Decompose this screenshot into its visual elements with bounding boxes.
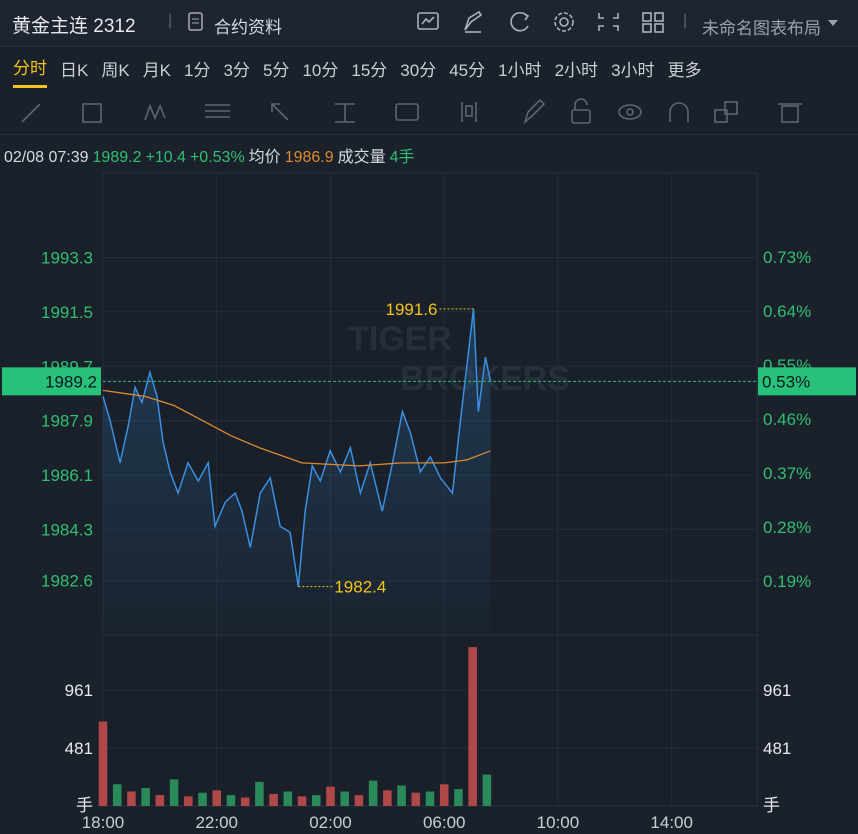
annotation-label: 1982.4 (334, 578, 386, 597)
volume-bar (354, 795, 364, 806)
volume-bar (283, 791, 293, 806)
volume-bar (439, 784, 449, 806)
volume-tick-label: 961 (763, 681, 791, 700)
tab[interactable]: 1分 (184, 60, 211, 80)
series-line (102, 308, 492, 587)
header: 黄金主连 2312 | 合约资料 | 未命名图表布局 (0, 0, 858, 47)
y-tick-label: 1982.6 (41, 572, 93, 591)
volume-bar (226, 795, 236, 806)
tab[interactable]: 3分 (223, 60, 250, 80)
last-pct-box (758, 367, 856, 396)
y-tick-label: 1987.9 (41, 412, 93, 431)
volume: 4手 (389, 149, 415, 166)
tab[interactable]: 3小时 (611, 60, 655, 80)
tab[interactable]: 1小时 (498, 60, 542, 80)
volume-bar (169, 779, 179, 806)
volume-bar (184, 796, 193, 806)
volume-bar (127, 791, 136, 806)
header-icons (417, 10, 664, 33)
datetime: 02/08 07:39 (4, 149, 89, 166)
volume-bar (155, 795, 165, 806)
last-price-label: 1989.2 (45, 372, 97, 391)
x-tick-label: 14:00 (650, 813, 693, 832)
x-tick-label: 06:00 (423, 813, 466, 832)
tab[interactable]: 2小时 (554, 60, 599, 80)
avg: 1986.9 (284, 149, 334, 166)
volume-bar (212, 790, 222, 806)
tab[interactable]: 月K (142, 60, 172, 80)
x-tick-label: 18:00 (82, 813, 125, 832)
price: 1989.2 (92, 149, 142, 166)
change-pct: +0.53% (189, 149, 245, 166)
change: +10.4 (145, 149, 186, 166)
x-tick-label: 10:00 (537, 813, 580, 832)
tab[interactable]: 15分 (351, 60, 388, 80)
volume-bar (297, 796, 307, 806)
y2-tick-label: 0.46% (763, 410, 811, 429)
volume-bar (269, 793, 278, 806)
tab[interactable]: 30分 (400, 60, 437, 80)
doc-icon (188, 12, 203, 31)
avg-label: 均价 (248, 149, 281, 166)
info-row: 02/08 07:39 1989.2 +10.4 +0.53% 均价 1986.9 成交量 4… (4, 143, 419, 167)
tab[interactable]: 日K (60, 60, 89, 80)
volume-bar (383, 790, 392, 806)
volume-bar (98, 721, 108, 806)
y2-tick-label: 0.73% (763, 248, 811, 267)
y2-tick-label: 0.37% (763, 464, 811, 483)
x-tick-label: 02:00 (309, 813, 352, 832)
drawing-toolbar (0, 98, 858, 135)
contract-info[interactable]: 合约资料 (214, 18, 282, 37)
tab[interactable]: 周K (101, 60, 130, 80)
tab-bar: 分时 日K 周K 月K 1分 3分 5分 10分 15分 30分 45分 1小时 2小时 3小时 更多 (0, 47, 858, 89)
tab[interactable]: 更多 (667, 60, 702, 80)
price-area (103, 308, 491, 635)
volume-bar (340, 791, 349, 806)
series-line (102, 389, 491, 467)
y2-tick-label: 0.19% (763, 572, 811, 591)
y-tick-label: 1991.5 (41, 303, 93, 322)
volume-bar (411, 792, 421, 806)
tab[interactable]: 分时 (13, 48, 47, 88)
volume-tick-label: 481 (763, 739, 791, 758)
volume-tick-label: 481 (65, 739, 93, 758)
x-tick-label: 22:00 (195, 813, 238, 832)
tab[interactable]: 10分 (302, 60, 339, 80)
volume-bar (112, 784, 122, 806)
volume-bar (397, 785, 406, 806)
y-tick-label: 1993.3 (41, 249, 93, 268)
tab[interactable]: 5分 (262, 60, 290, 80)
y2-tick-label: 0.28% (763, 518, 811, 537)
y-tick-label: 1986.1 (41, 466, 93, 485)
volume-bar (482, 774, 492, 806)
volume-label: 成交量 (337, 149, 386, 166)
y-tick-label: 1984.3 (41, 520, 93, 539)
volume-bar (425, 791, 435, 806)
title: 黄金主连 2312 (12, 16, 136, 37)
volume-bar (141, 787, 150, 806)
volume-unit: 手 (76, 796, 93, 815)
volume-bar (454, 789, 463, 806)
volume-bar (326, 786, 335, 806)
y2-tick-label: 0.64% (763, 302, 811, 321)
volume-unit: 手 (763, 796, 780, 815)
volume-tick-label: 961 (65, 681, 93, 700)
volume-bar (311, 795, 321, 806)
last-price-box (2, 367, 101, 396)
volume-bar (198, 792, 207, 806)
volume-bar (255, 781, 264, 806)
annotation-label: 1991.6 (386, 300, 438, 319)
volume-bar (368, 780, 378, 806)
watermark: TIGER (348, 320, 452, 358)
volume-bar (468, 647, 477, 806)
volume-bar (240, 797, 250, 806)
dropdown-arrow (828, 20, 838, 26)
last-pct-label: 0.53% (762, 372, 810, 391)
tab[interactable]: 45分 (449, 60, 486, 80)
layout-name[interactable]: 未命名图表布局 (702, 19, 821, 38)
